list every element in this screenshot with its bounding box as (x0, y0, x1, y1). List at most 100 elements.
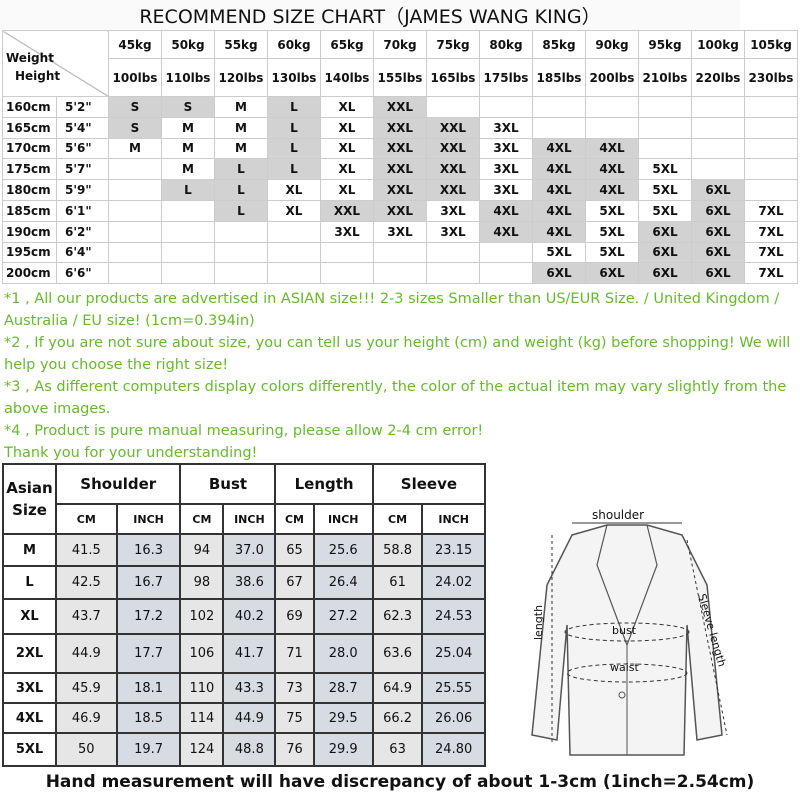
waist-label: waist (610, 661, 640, 674)
size-cell: M (161, 158, 215, 181)
size-cell: S (161, 96, 215, 118)
measure-value: 75 (274, 702, 315, 734)
size-cell (585, 96, 639, 118)
size-cell (744, 158, 798, 181)
size-cell (691, 96, 745, 118)
size-cell (532, 116, 586, 139)
measure-value: 45.9 (55, 672, 118, 704)
measure-group-header: Bust (179, 463, 277, 505)
measure-value: 18.1 (115, 672, 182, 704)
measure-value: 23.15 (421, 533, 486, 567)
size-cell: 7XL (744, 262, 798, 285)
size-cell: M (214, 116, 268, 139)
measure-value: 24.53 (421, 598, 486, 635)
size-cell: M (214, 96, 268, 118)
size-cell: 5XL (638, 179, 692, 201)
size-cell: XXL (373, 96, 427, 118)
size-cell: 7XL (744, 220, 798, 243)
measure-value: 124 (179, 732, 225, 767)
table-row: 2XL 44.9 17.7 106 41.7 71 28.0 63.6 25.04 (2, 633, 486, 674)
size-cell: L (267, 137, 321, 160)
size-cell (373, 241, 427, 264)
size-cell (638, 116, 692, 139)
measure-value: 48.8 (222, 732, 277, 767)
size-cell: M (214, 137, 268, 160)
weight-lbs-header: 100lbs (108, 58, 162, 97)
measure-value: 65 (274, 533, 315, 567)
size-cell: XXL (373, 179, 427, 201)
weight-kg-header: 105kg (744, 30, 798, 59)
table-row: 170cm 5'6" M M M L XL XXL XXL 3XL 4XL 4XL (2, 137, 798, 160)
weight-lbs-header: 175lbs (479, 58, 533, 97)
weight-kg-header: 100kg (691, 30, 745, 59)
size-cell: 7XL (744, 199, 798, 222)
weight-lbs-header: 210lbs (638, 58, 692, 97)
weight-kg-header: 85kg (532, 30, 586, 59)
measure-value: 26.4 (312, 565, 374, 600)
height-cm: 160cm (2, 96, 57, 118)
measure-value: 102 (179, 598, 225, 635)
size-cell: 5XL (585, 199, 639, 222)
size-cell: XL (320, 96, 374, 118)
height-ft: 6'2" (56, 220, 109, 243)
asian-size-header: Asian Size (2, 463, 57, 535)
size-cell: 3XL (479, 116, 533, 139)
size-cell: L (267, 158, 321, 181)
size-cell: L (214, 158, 268, 181)
size-cell: L (267, 96, 321, 118)
unit-header: CM (371, 503, 424, 535)
size-cell: 6XL (691, 199, 745, 222)
size-cell (691, 137, 745, 160)
shoulder-label: shoulder (592, 508, 644, 522)
measure-group-header: Sleeve (371, 463, 487, 505)
size-cell: 6XL (638, 241, 692, 264)
measure-value: 73 (274, 672, 315, 704)
table-row: L 42.5 16.7 98 38.6 67 26.4 61 24.02 (2, 565, 486, 600)
size-cell (744, 96, 798, 118)
table-row: 190cm 6'2" 3XL 3XL 3XL 4XL 4XL 5XL 6XL 6XL 7XL (2, 220, 798, 243)
size-cell (426, 241, 480, 264)
size-cell: 6XL (691, 179, 745, 201)
size-cell: L (267, 116, 321, 139)
size-cell: XXL (426, 116, 480, 139)
height-ft: 6'6" (56, 262, 109, 285)
weight-kg-header: 90kg (585, 30, 639, 59)
size-cell (744, 137, 798, 160)
table-row: 160cm 5'2" S S M L XL XXL (2, 96, 798, 118)
size-cell: XXL (320, 199, 374, 222)
height-cm: 180cm (2, 179, 57, 201)
size-cell: XL (320, 116, 374, 139)
measure-value: 18.5 (115, 702, 182, 734)
size-cell (267, 262, 321, 285)
unit-header: INCH (421, 503, 486, 535)
measure-value: 64.9 (371, 672, 424, 704)
size-cell: XXL (373, 116, 427, 139)
weight-lbs-header: 220lbs (691, 58, 745, 97)
size-cell (161, 199, 215, 222)
weight-height-corner: Weight Height (2, 30, 109, 97)
measure-value: 71 (274, 633, 315, 674)
measure-value: 38.6 (222, 565, 277, 600)
measure-value: 41.7 (222, 633, 277, 674)
measure-value: 98 (179, 565, 225, 600)
size-cell (161, 241, 215, 264)
weight-lbs-header: 200lbs (585, 58, 639, 97)
weight-kg-header: 70kg (373, 30, 427, 59)
weight-lbs-header: 165lbs (426, 58, 480, 97)
size-cell: M (108, 137, 162, 160)
measure-value: 25.04 (421, 633, 486, 674)
size-label: 2XL (2, 633, 57, 674)
weight-kg-header: 80kg (479, 30, 533, 59)
footer-note: Hand measurement will have discrepancy o… (45, 772, 755, 792)
height-cm: 170cm (2, 137, 57, 160)
size-cell: 6XL (691, 220, 745, 243)
measure-value: 40.2 (222, 598, 277, 635)
measure-value: 46.9 (55, 702, 118, 734)
note-item: *2 , If you are not sure about size, you… (4, 335, 791, 373)
size-cell: 7XL (744, 241, 798, 264)
table-row: 195cm 6'4" 5XL 5XL 6XL 6XL 7XL (2, 241, 798, 264)
size-cell: L (214, 199, 268, 222)
measure-value: 63.6 (371, 633, 424, 674)
length-label: length (532, 605, 545, 640)
weight-kg-header: 45kg (108, 30, 162, 59)
